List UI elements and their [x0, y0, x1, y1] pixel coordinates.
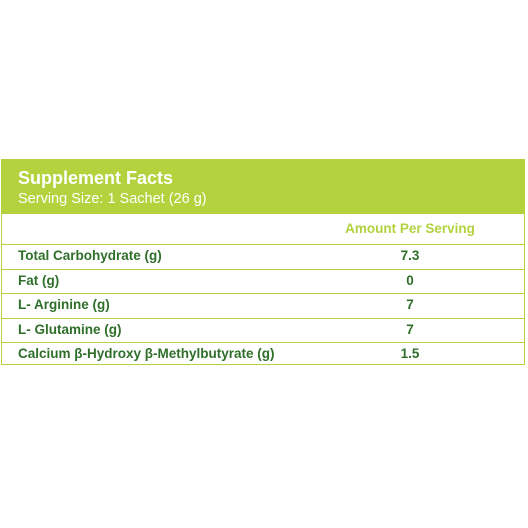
nutrient-name: Fat (g) [18, 272, 60, 288]
nutrient-amount: 1.5 [400, 346, 420, 361]
nutrient-name: Calcium β-Hydroxy β-Methylbutyrate (g) [18, 346, 275, 361]
nutrient-name: L- Arginine (g) [18, 297, 110, 312]
nutrient-name: L- Glutamine (g) [18, 321, 122, 337]
nutrient-row: L- Arginine (g) 7 [2, 293, 524, 318]
nutrient-amount: 7 [406, 321, 414, 337]
column-header: Amount Per Serving [2, 214, 524, 244]
serving-size: Serving Size: 1 Sachet (26 g) [18, 191, 207, 207]
nutrient-amount: 0 [406, 272, 414, 288]
supplement-facts-panel: Supplement Facts Serving Size: 1 Sachet … [1, 159, 525, 365]
nutrient-amount: 7 [406, 297, 414, 312]
facts-title: Supplement Facts [18, 168, 174, 188]
nutrient-row: Fat (g) 0 [2, 268, 524, 294]
amount-per-serving-header: Amount Per Serving [345, 221, 475, 236]
facts-header: Supplement Facts Serving Size: 1 Sachet … [2, 160, 524, 214]
nutrient-amount: 7.3 [400, 248, 420, 263]
nutrient-row: Calcium β-Hydroxy β-Methylbutyrate (g) 1… [2, 342, 524, 367]
nutrient-name: Total Carbohydrate (g) [18, 248, 162, 263]
nutrient-row: L- Glutamine (g) 7 [2, 317, 524, 343]
nutrient-row: Total Carbohydrate (g) 7.3 [2, 244, 524, 269]
